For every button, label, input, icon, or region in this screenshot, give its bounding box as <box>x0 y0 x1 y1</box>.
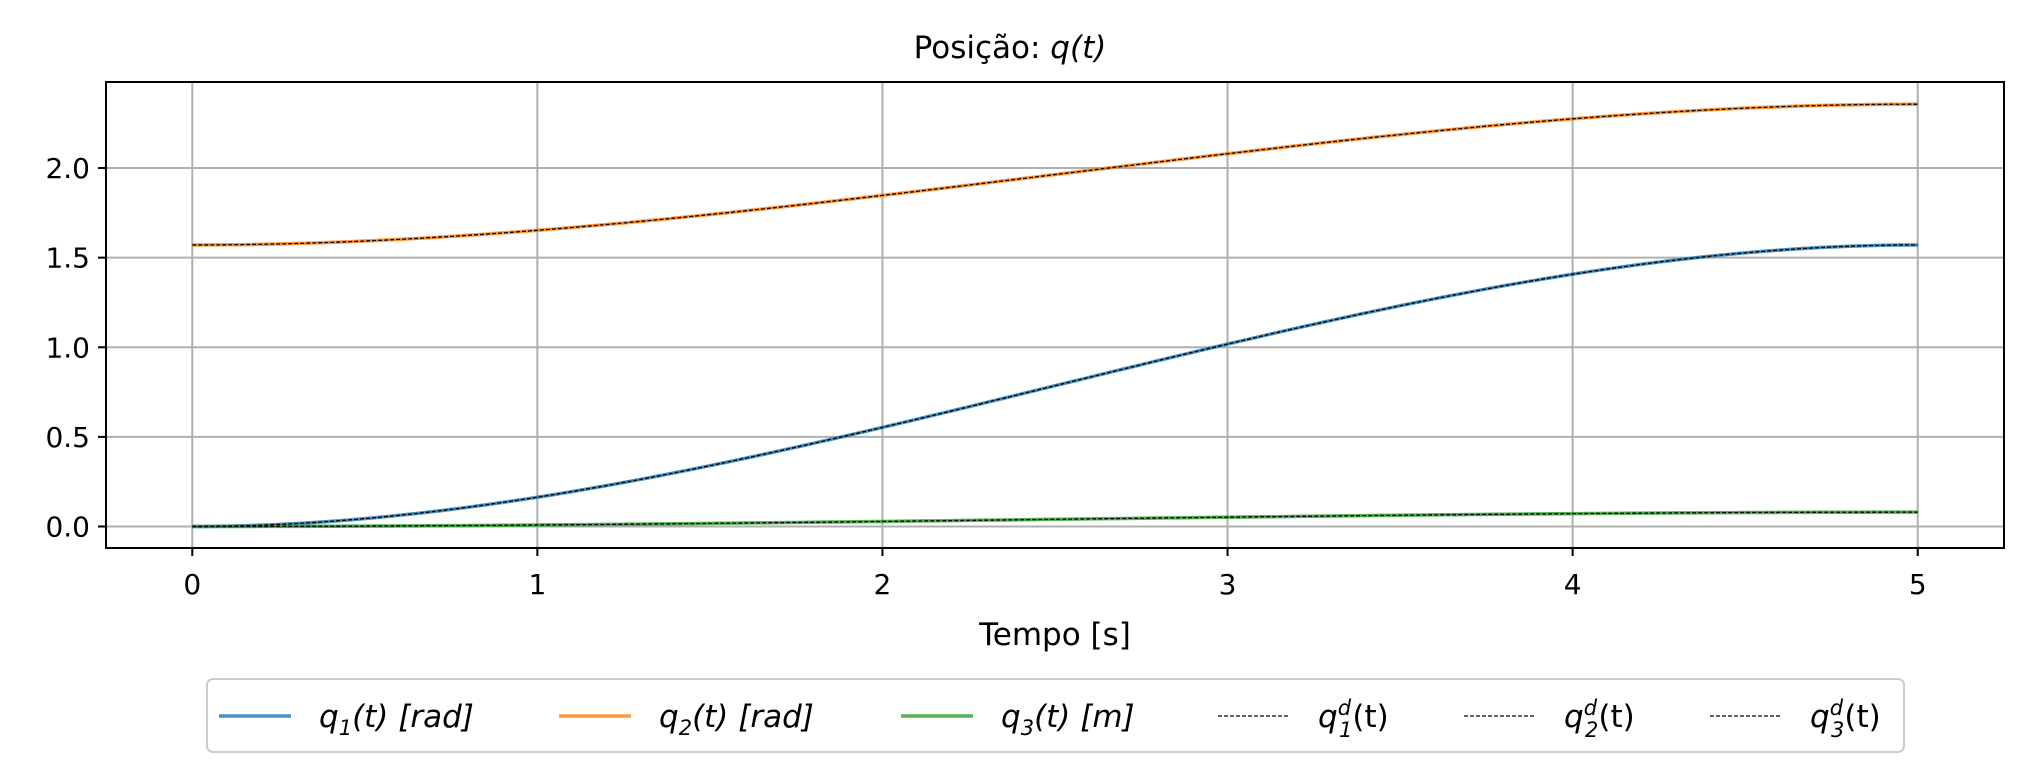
legend-sup: d <box>1830 696 1844 720</box>
y-tick-label: 0.5 <box>45 421 90 454</box>
legend-tail: (t) <box>1844 699 1880 735</box>
legend-box <box>206 678 1905 753</box>
legend-sup: d <box>1338 696 1352 720</box>
legend: q1(t) [rad] q2(t) [rad] q3(t) [m] qd 1(t) qd 2… <box>206 678 1905 753</box>
legend-base: q <box>659 699 679 735</box>
x-tick-label: 1 <box>528 568 546 601</box>
legend-sub: 2 <box>1585 718 1598 742</box>
legend-base: q <box>1318 699 1338 735</box>
legend-label-4: qd 1(t) <box>1318 696 1389 742</box>
chart-title-text: Posição: <box>914 30 1041 66</box>
chart-title-math: q(t) <box>1050 30 1106 66</box>
legend-sub: 1 <box>339 716 352 740</box>
x-axis-ticks: 0 1 2 3 4 5 <box>183 548 1927 601</box>
x-tick-label: 2 <box>874 568 892 601</box>
y-axis-ticks: 0.0 0.5 1.0 1.5 2.0 <box>45 152 106 543</box>
series-line-4 <box>192 244 1918 528</box>
legend-label-5: qd 2(t) <box>1564 696 1635 742</box>
legend-base: q <box>1001 699 1021 735</box>
legend-tail: (t) [m] <box>1034 699 1135 735</box>
x-tick-label: 0 <box>183 568 201 601</box>
legend-sub: 3 <box>1831 718 1844 742</box>
y-tick-label: 1.0 <box>45 331 90 364</box>
legend-base: q <box>319 699 339 735</box>
series-line-5 <box>192 103 1918 246</box>
legend-sub: 3 <box>1021 716 1034 740</box>
legend-label-6: qd 3(t) <box>1810 696 1881 742</box>
legend-sub: 2 <box>679 716 692 740</box>
legend-label-2: q2(t) [rad] <box>659 699 814 740</box>
chart-title: Posição: q(t) <box>914 30 1107 66</box>
x-tick-label: 3 <box>1219 568 1237 601</box>
legend-sub: 1 <box>1339 718 1352 742</box>
legend-label-1: q1(t) [rad] <box>319 699 474 740</box>
legend-sup: d <box>1584 696 1598 720</box>
legend-tail: (t) <box>1598 699 1634 735</box>
x-tick-label: 5 <box>1909 568 1927 601</box>
y-tick-label: 1.5 <box>45 242 90 275</box>
x-axis-label: Tempo [s] <box>978 617 1131 653</box>
series-layer <box>192 102 1918 529</box>
grid-lines <box>106 82 2004 548</box>
legend-base: q <box>1810 699 1830 735</box>
series-line-3 <box>192 510 1918 529</box>
x-tick-label: 4 <box>1564 568 1582 601</box>
legend-base: q <box>1564 699 1584 735</box>
plot-frame <box>105 81 2005 549</box>
y-tick-label: 2.0 <box>45 152 90 185</box>
legend-tail: (t) <box>1352 699 1388 735</box>
legend-label-3: q3(t) [m] <box>1001 699 1135 740</box>
y-tick-label: 0.0 <box>45 510 90 543</box>
series-line-6 <box>192 511 1918 528</box>
legend-tail: (t) [rad] <box>692 699 814 735</box>
legend-tail: (t) [rad] <box>352 699 474 735</box>
